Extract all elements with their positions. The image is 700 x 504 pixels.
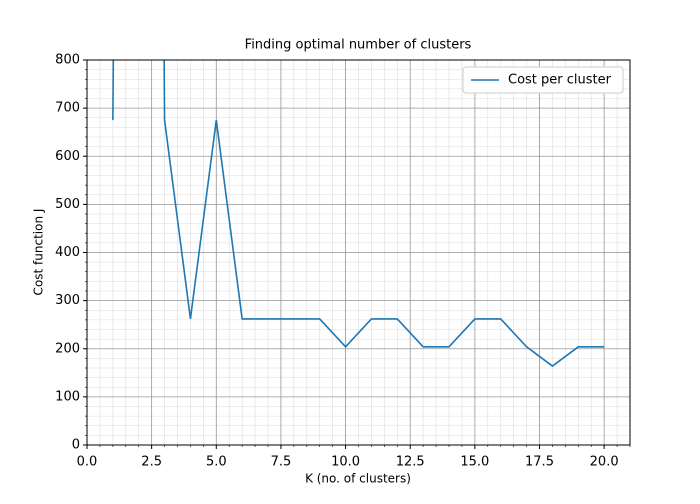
x-tick-label: 17.5 bbox=[525, 455, 554, 470]
x-axis-label: K (no. of clusters) bbox=[305, 472, 411, 486]
y-tick-label: 300 bbox=[55, 293, 80, 308]
y-tick-label: 500 bbox=[55, 197, 80, 212]
ticks: 0.0 2.5 5.0 7.5 10.0 12.5 15.0 17.5 20.0 0 100 200 3… bbox=[55, 53, 631, 470]
x-tick-label: 0.0 bbox=[77, 455, 98, 470]
y-axis-label: Cost function J bbox=[32, 209, 46, 296]
x-tick-label: 10.0 bbox=[331, 455, 360, 470]
x-tick-label: 5.0 bbox=[206, 455, 227, 470]
y-tick-label: 700 bbox=[55, 101, 80, 116]
y-tick-label: 100 bbox=[55, 389, 80, 404]
legend-box bbox=[462, 66, 624, 94]
y-tick-label: 800 bbox=[55, 53, 80, 68]
plot-area bbox=[112, 60, 605, 368]
legend-label: Cost per cluster bbox=[508, 73, 612, 88]
y-tick-label: 400 bbox=[55, 245, 80, 260]
chart-title: Finding optimal number of clusters bbox=[245, 38, 472, 53]
x-tick-label: 2.5 bbox=[141, 455, 162, 470]
x-tick-label: 12.5 bbox=[396, 455, 425, 470]
data-line bbox=[112, 60, 605, 368]
x-tick-label: 20.0 bbox=[590, 455, 619, 470]
x-tick-label: 15.0 bbox=[460, 455, 489, 470]
y-tick-label: 0 bbox=[72, 438, 80, 453]
legend: Cost per cluster bbox=[462, 66, 624, 94]
y-tick-label: 600 bbox=[55, 149, 80, 164]
grid bbox=[86, 59, 631, 446]
x-tick-label: 7.5 bbox=[271, 455, 292, 470]
y-tick-label: 200 bbox=[55, 341, 80, 356]
